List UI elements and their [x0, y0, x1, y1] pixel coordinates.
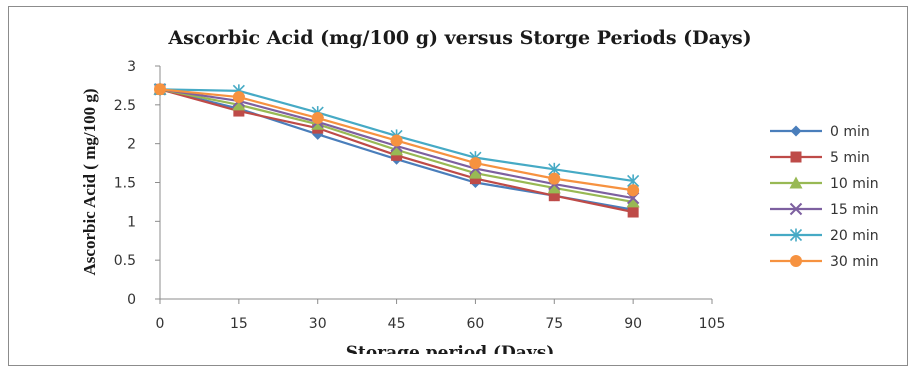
y-tick-label: 2 — [127, 137, 136, 153]
legend-item: 20 min — [770, 228, 879, 244]
legend-item: 15 min — [770, 202, 879, 218]
x-tick-label: 60 — [467, 316, 485, 332]
legend-marker — [789, 176, 803, 189]
data-point — [469, 157, 482, 170]
data-point — [390, 134, 403, 147]
y-tick-label: 0 — [127, 292, 136, 308]
data-point — [390, 143, 404, 156]
legend-label: 15 min — [830, 202, 879, 218]
data-point — [627, 184, 640, 197]
legend-label: 30 min — [830, 254, 879, 270]
legend-label: 20 min — [830, 228, 879, 244]
legend-marker — [789, 228, 803, 242]
x-tick-label: 90 — [624, 316, 642, 332]
legend-item: 5 min — [770, 150, 870, 166]
legend-marker — [790, 255, 802, 267]
axes: 00.511.522.530 15 30 45 60 75 90 105 — [114, 59, 726, 332]
legend-marker-stroke — [789, 202, 803, 216]
data-point — [627, 206, 639, 218]
data-point — [548, 172, 561, 185]
data-point — [311, 112, 324, 125]
data-point — [468, 166, 482, 179]
y-tick-label: 2.5 — [114, 98, 136, 114]
series-10-min — [153, 82, 640, 208]
legend-label: 5 min — [830, 150, 870, 166]
series-30-min — [154, 83, 640, 197]
line-chart: Ascorbic Acid (mg/100 g) versus Storge P… — [80, 27, 879, 354]
x-tick-label: 15 — [230, 316, 248, 332]
legend-marker — [790, 151, 802, 163]
data-point — [548, 190, 560, 202]
legend-item: 30 min — [770, 254, 879, 270]
legend-marker — [790, 125, 802, 137]
x-axis-label: Storage period (Days) — [346, 343, 555, 354]
y-tick-label: 3 — [127, 59, 136, 75]
series-layer — [153, 82, 640, 218]
chart-title: Ascorbic Acid (mg/100 g) versus Storge P… — [167, 27, 751, 49]
legend-item: 10 min — [770, 176, 879, 192]
legend-label: 0 min — [830, 124, 870, 140]
data-point — [232, 91, 245, 104]
data-point — [233, 105, 245, 117]
legend: 0 min 5 min 10 min 15 min 20 min 30 min — [770, 124, 879, 270]
x-tick-label: 105 — [699, 316, 726, 332]
data-point — [626, 195, 640, 208]
legend-item: 0 min — [770, 124, 870, 140]
x-tick-label: 0 — [156, 316, 165, 332]
legend-marker — [789, 202, 803, 216]
data-point — [154, 83, 166, 96]
legend-label: 10 min — [830, 176, 879, 192]
y-tick-label: 1 — [127, 214, 136, 230]
data-point — [547, 181, 561, 194]
x-tick-label: 45 — [388, 316, 406, 332]
y-axis-label: Ascorbic Acid ( mg/100 g) — [80, 89, 99, 276]
y-tick-label: 0.5 — [114, 253, 136, 269]
data-point — [232, 98, 246, 111]
x-tick-label: 75 — [545, 316, 563, 332]
x-tick-label: 30 — [309, 316, 327, 332]
y-tick-label: 1.5 — [114, 176, 136, 192]
